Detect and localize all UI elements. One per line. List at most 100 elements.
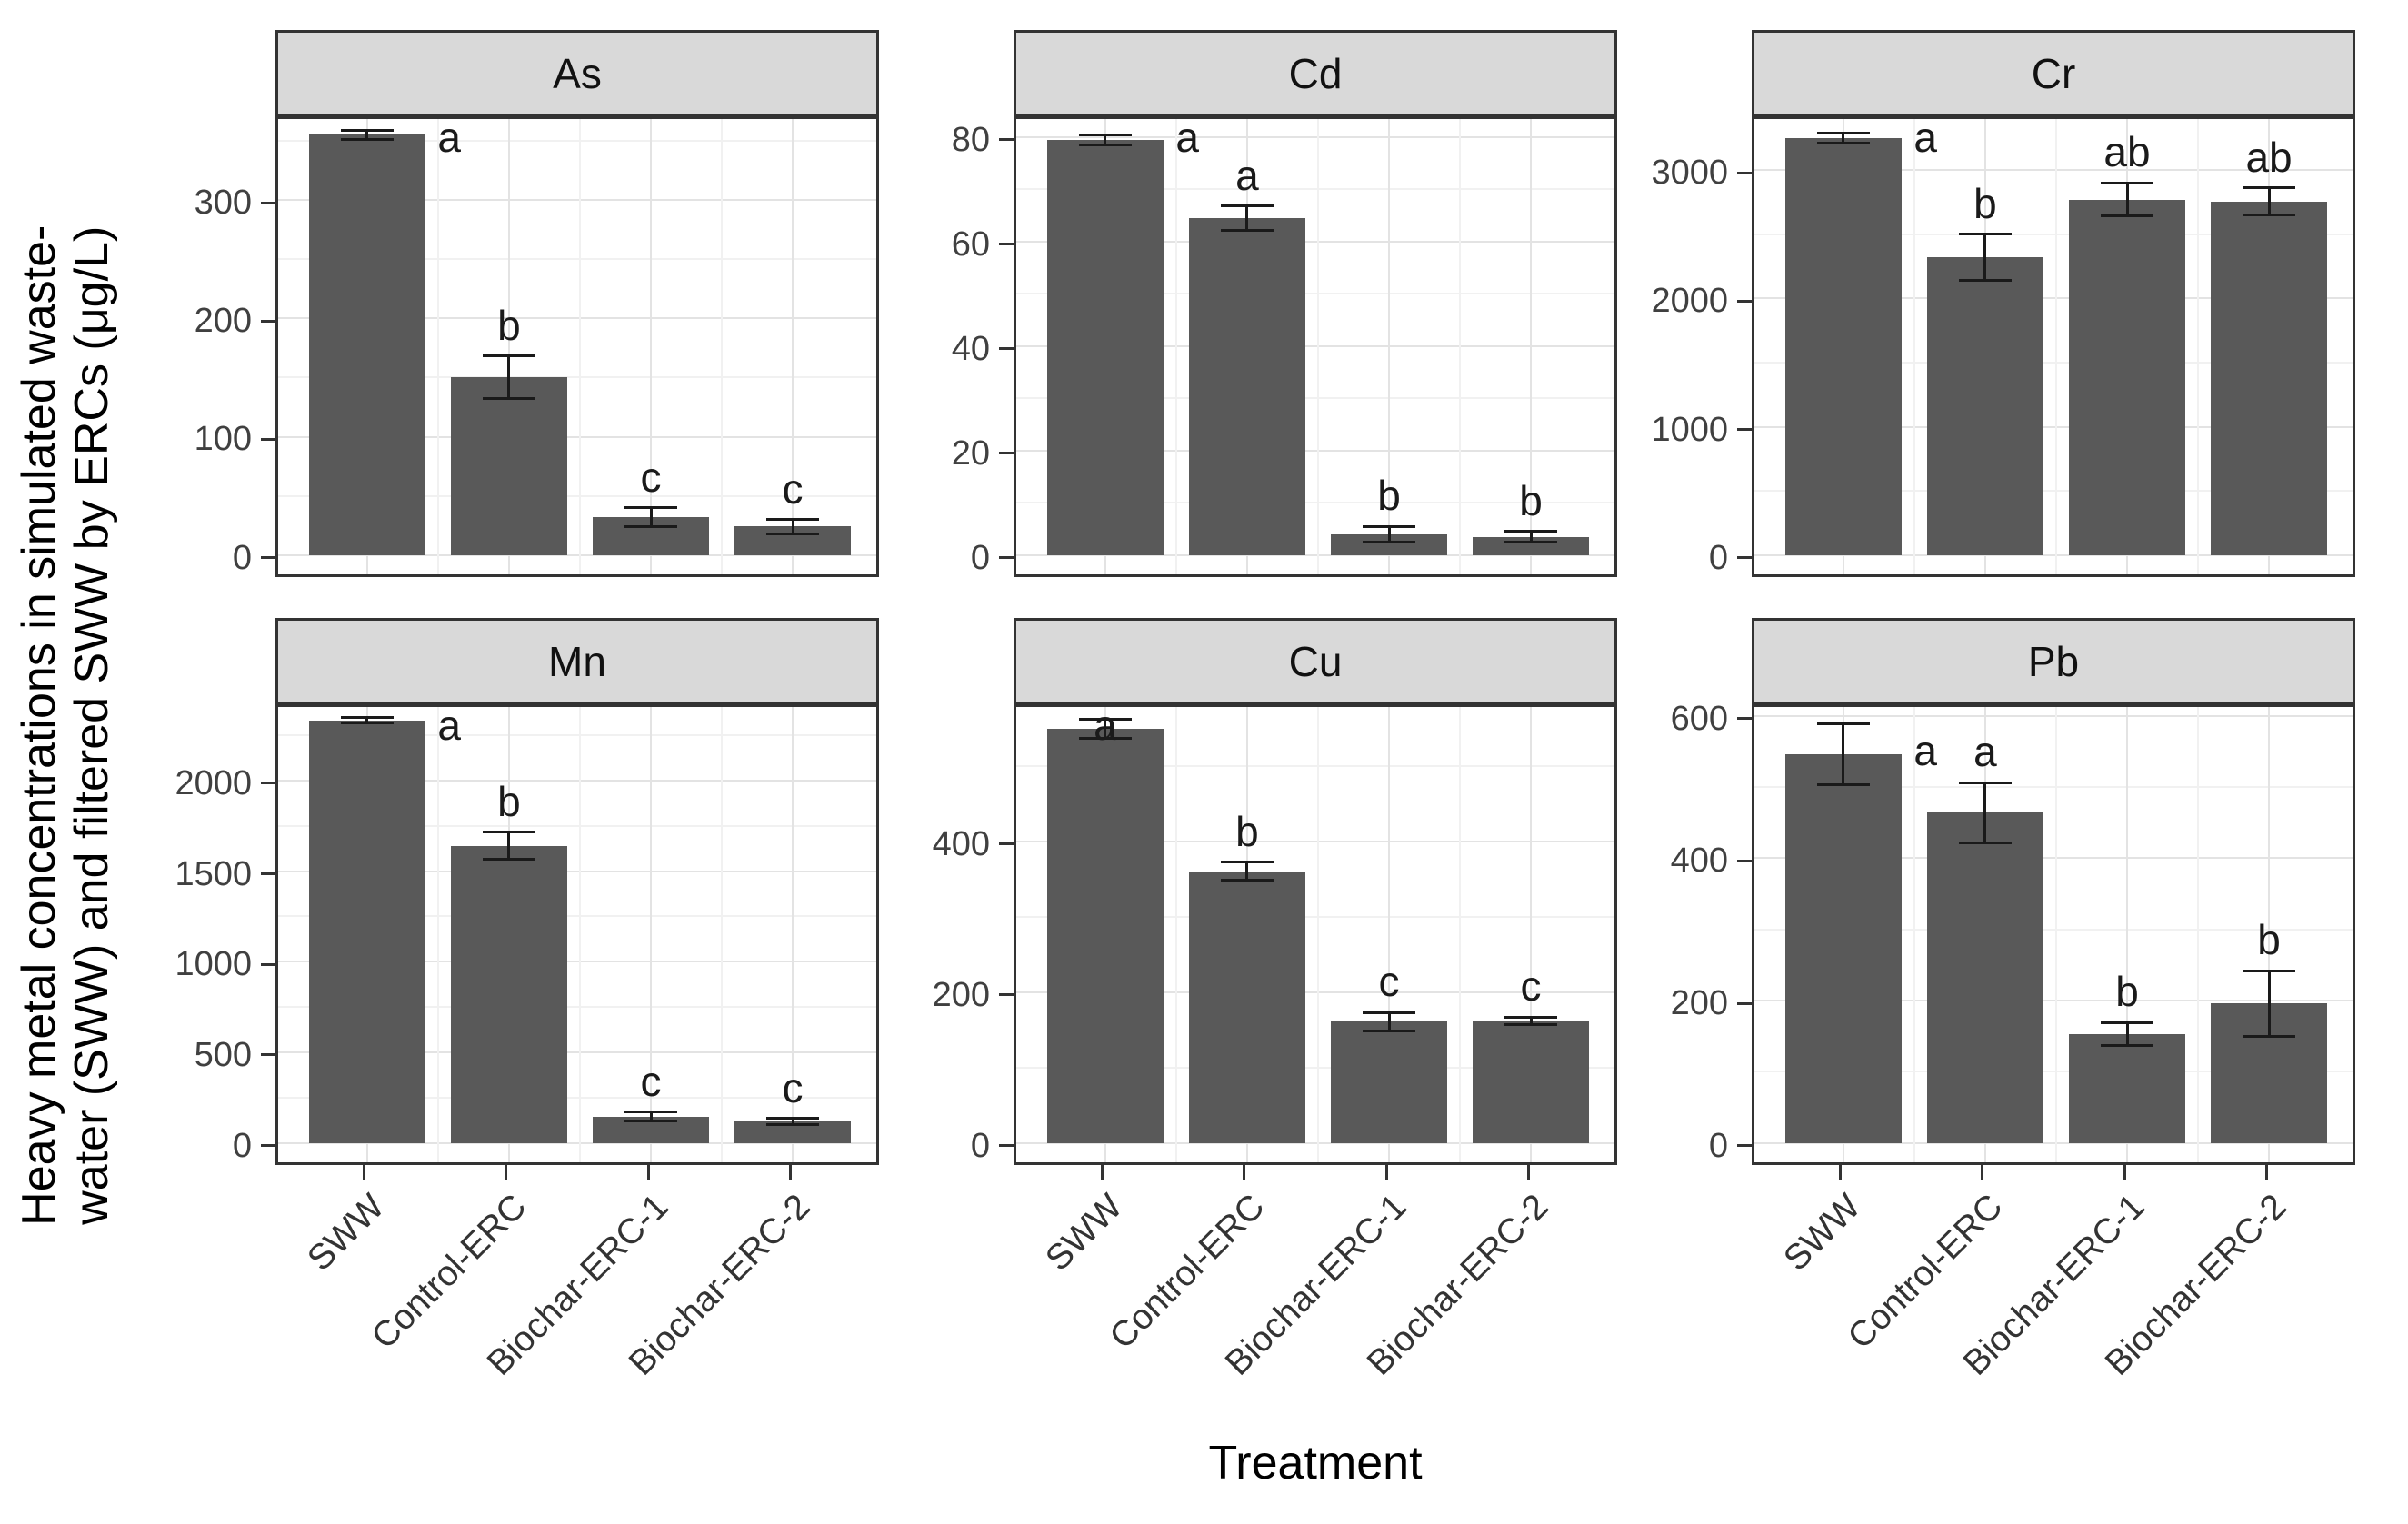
error-bar-line bbox=[1983, 234, 1987, 281]
y-tick-label: 200 bbox=[932, 975, 990, 1014]
gridline-minor bbox=[1016, 293, 1614, 295]
gridline-major bbox=[1754, 1000, 2353, 1002]
error-bar-cap bbox=[1078, 144, 1132, 146]
gridline-major bbox=[278, 870, 876, 872]
y-tick-mark bbox=[261, 319, 275, 323]
sig-letter: b bbox=[1519, 476, 1543, 524]
sig-letter: a bbox=[1973, 728, 1997, 776]
gridline-major bbox=[507, 119, 510, 574]
gridline-major bbox=[650, 119, 653, 574]
error-bar-cap bbox=[1078, 717, 1132, 721]
y-axis-title: Heavy metal concentrations in simulated … bbox=[13, 0, 118, 1498]
error-bar-cap bbox=[624, 506, 678, 510]
gridline-major bbox=[1754, 425, 2353, 428]
gridline-major bbox=[278, 1051, 876, 1053]
gridline-minor bbox=[721, 119, 724, 574]
facet-strip: Cu bbox=[1014, 618, 1617, 704]
y-tick-label: 1000 bbox=[1651, 410, 1728, 449]
gridline-major bbox=[1530, 119, 1533, 574]
x-tick-mark bbox=[1981, 1165, 1984, 1180]
gridline-minor bbox=[1174, 707, 1177, 1162]
error-bar-cap bbox=[340, 722, 394, 725]
gridline-major bbox=[278, 199, 876, 202]
gridline-major bbox=[1530, 707, 1533, 1162]
error-bar-cap bbox=[1363, 524, 1416, 528]
facet-strip: Cr bbox=[1752, 30, 2355, 116]
error-bar-cap bbox=[1816, 722, 1870, 725]
sig-letter: a bbox=[1913, 726, 1937, 774]
bar-Biochar-ERC-1 bbox=[2068, 1033, 2186, 1143]
gridline-major bbox=[2268, 707, 2271, 1162]
error-bar-cap bbox=[1816, 783, 1870, 787]
gridline-minor bbox=[1016, 764, 1614, 767]
error-bar-line bbox=[1983, 782, 1987, 843]
y-tick-mark bbox=[999, 452, 1014, 455]
error-bar-line bbox=[649, 1111, 653, 1121]
gridline-major bbox=[792, 119, 794, 574]
gridline-major bbox=[1754, 1141, 2353, 1144]
sig-letter: c bbox=[1520, 962, 1542, 1011]
gridline-minor bbox=[1459, 707, 1462, 1162]
error-bar-cap bbox=[1363, 540, 1416, 543]
error-bar-line bbox=[365, 717, 369, 723]
y-tick-label: 2000 bbox=[1651, 282, 1728, 321]
sig-letter: ab bbox=[2103, 128, 2151, 176]
y-tick-mark bbox=[261, 782, 275, 785]
error-bar-cap bbox=[1220, 228, 1274, 232]
error-bar-cap bbox=[1816, 131, 1870, 134]
y-tick-mark bbox=[999, 347, 1014, 351]
error-bar-line bbox=[1529, 1017, 1533, 1025]
y-tick-label: 400 bbox=[1670, 842, 1728, 881]
error-bar-cap bbox=[2243, 214, 2296, 217]
y-tick-mark bbox=[999, 1144, 1014, 1148]
error-bar-line bbox=[1245, 862, 1249, 881]
error-bar-line bbox=[2267, 187, 2271, 215]
bar-SWW bbox=[1046, 139, 1164, 555]
error-bar-cap bbox=[1504, 1015, 1558, 1019]
error-bar-cap bbox=[766, 1117, 820, 1121]
gridline-major bbox=[1754, 169, 2353, 172]
y-tick-mark bbox=[261, 201, 275, 204]
bar-Biochar-ERC-2 bbox=[2210, 201, 2328, 555]
gridline-minor bbox=[1459, 119, 1462, 574]
gridline-minor bbox=[278, 824, 876, 827]
sig-letter: b bbox=[1973, 179, 1997, 227]
error-bar-line bbox=[1529, 531, 1533, 543]
error-bar-line bbox=[507, 832, 511, 860]
error-bar-cap bbox=[1220, 861, 1274, 864]
gridline-major bbox=[278, 779, 876, 782]
sig-letter: c bbox=[640, 1057, 662, 1105]
gridline-major bbox=[650, 707, 653, 1162]
error-bar-line bbox=[1842, 723, 1845, 785]
sig-letter: a bbox=[437, 704, 461, 749]
facet-panel: a b ab ab bbox=[1752, 116, 2355, 577]
error-bar-cap bbox=[1958, 841, 2012, 844]
bar-Biochar-ERC-2 bbox=[734, 1121, 852, 1143]
y-tick-label: 0 bbox=[970, 1126, 990, 1165]
error-bar-cap bbox=[766, 532, 820, 535]
gridline-minor bbox=[1913, 707, 1915, 1162]
error-bar-cap bbox=[1078, 133, 1132, 136]
gridline-minor bbox=[1754, 1071, 2353, 1073]
error-bar-cap bbox=[766, 518, 820, 522]
error-bar-cap bbox=[1220, 204, 1274, 208]
gridline-major bbox=[1754, 857, 2353, 860]
error-bar-line bbox=[2125, 1022, 2129, 1046]
y-tick-mark bbox=[261, 1053, 275, 1057]
error-bar-cap bbox=[1504, 540, 1558, 543]
gridline-major bbox=[278, 317, 876, 320]
error-bar-cap bbox=[482, 858, 535, 862]
error-bar-cap bbox=[1363, 1011, 1416, 1014]
gridline-major bbox=[1016, 991, 1614, 993]
gridline-major bbox=[1388, 707, 1391, 1162]
y-tick-mark bbox=[1737, 1001, 1752, 1005]
error-bar-cap bbox=[1220, 879, 1274, 882]
y-tick-label: 80 bbox=[951, 120, 990, 159]
gridline-major bbox=[278, 1141, 876, 1144]
gridline-minor bbox=[278, 494, 876, 497]
error-bar-cap bbox=[2243, 969, 2296, 972]
y-tick-mark bbox=[999, 556, 1014, 560]
x-tick-label-text: SWW bbox=[1776, 1187, 1869, 1279]
error-bar-cap bbox=[1958, 233, 2012, 236]
